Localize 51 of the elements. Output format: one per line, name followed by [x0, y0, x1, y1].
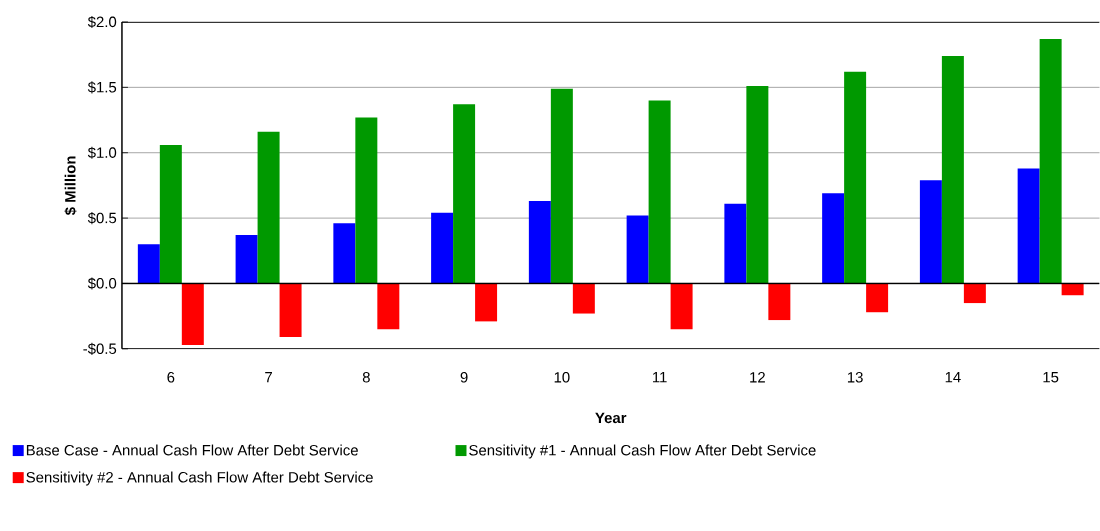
- bar: [279, 283, 302, 338]
- x-axis-title: Year: [595, 412, 627, 424]
- x-tick-label: 7: [265, 372, 272, 383]
- x-tick-label: 6: [167, 372, 175, 383]
- y-tick-label: $0.5: [87, 212, 117, 225]
- bar: [648, 100, 671, 284]
- bar: [626, 215, 649, 284]
- bar: [333, 223, 356, 284]
- y-tick-label: $1.5: [87, 81, 117, 94]
- x-tick-label: 10: [554, 372, 570, 383]
- bar: [724, 203, 747, 284]
- bar: [866, 283, 889, 313]
- bar: [670, 283, 693, 330]
- y-tick-label: -$0.5: [83, 342, 117, 355]
- bar: [355, 117, 378, 284]
- x-tick-label: 14: [945, 372, 961, 383]
- bar: [528, 201, 551, 284]
- bar: [257, 131, 280, 284]
- bar: [919, 180, 942, 284]
- x-tick-label: 15: [1043, 372, 1059, 383]
- x-tick-label: 11: [653, 372, 667, 383]
- bar: [475, 283, 498, 322]
- bar: [1039, 39, 1062, 284]
- y-axis-title: $ Million: [64, 156, 77, 216]
- x-tick-label: 8: [362, 372, 370, 383]
- legend-label: Sensitivity #2 - Annual Cash Flow After Debt Service: [26, 471, 373, 486]
- bar: [822, 193, 845, 284]
- bar: [1061, 283, 1084, 296]
- y-tick-label: $0.0: [87, 277, 117, 290]
- y-tick-label: $2.0: [87, 16, 117, 29]
- bar: [377, 283, 400, 330]
- x-tick-label: 13: [847, 372, 863, 383]
- x-tick-label: 12: [750, 372, 765, 383]
- legend-label: Sensitivity #1 - Annual Cash Flow After Debt Service: [469, 444, 816, 459]
- bar: [159, 145, 182, 284]
- bar: [453, 104, 476, 284]
- bar: [550, 88, 573, 284]
- bar: [768, 283, 791, 321]
- x-tick-label: 9: [460, 372, 468, 383]
- bar: [572, 283, 595, 314]
- bar: [941, 56, 964, 284]
- y-tick-label: $1.0: [87, 146, 117, 159]
- bar: [963, 283, 986, 304]
- bar: [235, 235, 258, 284]
- bar: [1017, 168, 1040, 284]
- bar: [431, 212, 454, 284]
- bar: [181, 283, 204, 346]
- bar: [137, 244, 160, 284]
- bar: [746, 86, 769, 284]
- bar: [844, 71, 867, 284]
- legend-label: Base Case - Annual Cash Flow After Debt Service: [26, 444, 358, 456]
